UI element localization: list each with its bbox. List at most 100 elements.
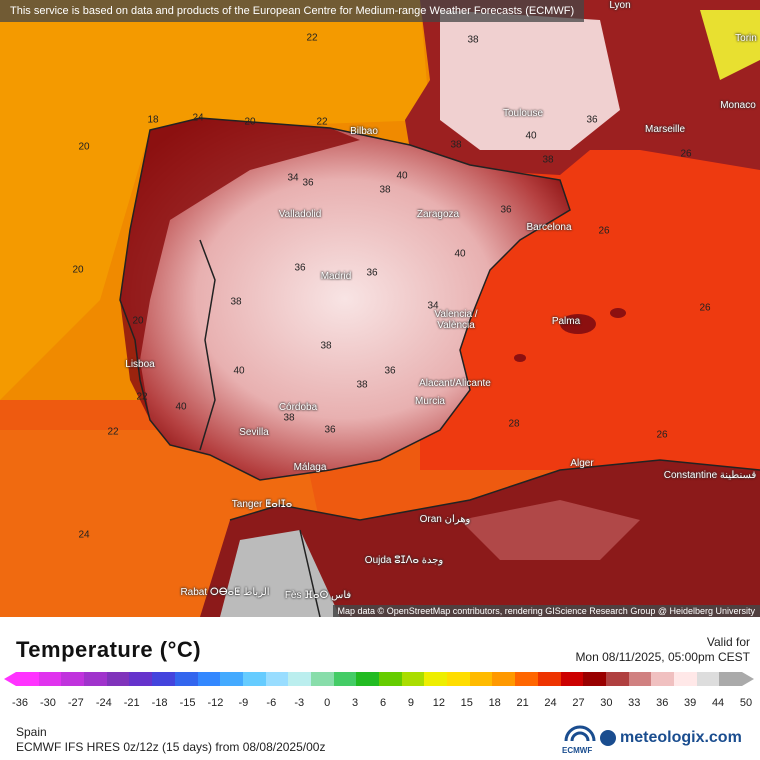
legend-panel: Temperature (°C) Valid for Mon 08/11/202… [0, 617, 760, 760]
colorbar-segment [333, 672, 357, 686]
temp-label: 38 [379, 184, 391, 196]
colorbar-min-arrow-icon [4, 672, 16, 686]
colorbar-tick-label: 27 [572, 697, 585, 709]
colorbar-tick-label: -6 [266, 697, 277, 709]
map-attribution[interactable]: Map data © OpenStreetMap contributors, r… [332, 605, 760, 617]
colorbar-tick-label: 12 [432, 697, 445, 709]
temp-label: 22 [136, 391, 148, 403]
ecmwf-logo-text: ECMWF [562, 746, 593, 755]
temp-label: 38 [230, 296, 242, 308]
temperature-field [0, 0, 760, 617]
colorbar-tick-label: 6 [379, 697, 387, 709]
temp-label: 36 [586, 114, 598, 126]
colorbar-segment [379, 672, 402, 686]
temp-label: 34 [287, 172, 299, 184]
colorbar-tick-label: -36 [12, 697, 28, 709]
temp-label: 38 [356, 379, 368, 391]
city-label: Alacant/Alicante [419, 378, 491, 389]
city-label: Marseille [644, 124, 686, 135]
temp-label: 40 [454, 248, 466, 260]
temp-label: 36 [302, 177, 314, 189]
colorbar-segment [515, 672, 538, 686]
colorbar-tick-label: 30 [600, 697, 613, 709]
colorbar-tick-label: -21 [123, 697, 140, 709]
city-label: Madrid [320, 271, 352, 282]
temp-label: 18 [147, 114, 159, 126]
colorbar-segment [401, 672, 425, 686]
colorbar-tick-label: -24 [95, 697, 112, 709]
colorbar-segment [288, 672, 311, 686]
colorbar-segment [265, 672, 289, 686]
temp-label: 38 [450, 139, 462, 151]
city-label: Murcia [414, 396, 446, 407]
city-label: Valencia / València [434, 309, 478, 331]
temp-label: 36 [324, 424, 336, 436]
temp-label: 40 [233, 365, 245, 377]
temp-label: 26 [598, 225, 610, 237]
colorbar-tick-label: 0 [324, 697, 331, 709]
colorbar-ticks: -36 -30 -27 -24 -21 -18 -15 -12 -9 -6 -3 0 3 6 9 12 15 18… [12, 697, 756, 711]
colorbar-tick-label: 50 [739, 697, 753, 709]
city-label: Córdoba [278, 402, 318, 413]
data-source-banner: This service is based on data and produc… [0, 0, 585, 22]
colorbar-segment [605, 672, 629, 686]
colorbar-tick-label: -27 [67, 697, 84, 709]
colorbar [16, 672, 742, 686]
colorbar-segment [129, 672, 153, 686]
city-label: Rabat ⵔⴱⴰⵟ الرباط [180, 587, 270, 598]
city-label: Alger [570, 458, 594, 469]
colorbar-tick-label: 36 [656, 697, 669, 709]
colorbar-tick-label: -12 [207, 697, 224, 709]
colorbar-segment [469, 672, 493, 686]
temp-label: 20 [78, 141, 90, 153]
valid-time[interactable]: Mon 08/11/2025, 05:00pm CEST [575, 650, 750, 664]
city-label: Málaga [293, 462, 327, 473]
temp-label: 20 [132, 315, 144, 327]
colorbar-segment [174, 672, 198, 686]
city-label: Valladolid [278, 209, 322, 220]
city-label: Constantine قسنطينة [663, 470, 757, 481]
temp-label: 22 [316, 116, 328, 128]
colorbar-segment [106, 672, 130, 686]
temp-label: 36 [500, 204, 512, 216]
colorbar-segment [152, 672, 175, 686]
meteologix-logo[interactable]: meteologix.com [600, 729, 742, 747]
model-info[interactable]: ECMWF IFS HRES 0z/12z (15 days) from 08/… [16, 740, 326, 754]
city-label: Oran وهران [419, 514, 471, 525]
city-label: Tanger ⵟⴰⵏⵊⴰ [231, 499, 293, 510]
city-label: Zaragoza [416, 209, 460, 220]
temp-label: 38 [320, 340, 332, 352]
temp-label: 26 [699, 302, 711, 314]
temp-label: 22 [107, 426, 119, 438]
temp-label: 20 [72, 264, 84, 276]
colorbar-tick-label: -15 [179, 697, 196, 709]
temp-label: 40 [525, 130, 537, 142]
temp-label: 24 [192, 112, 204, 124]
colorbar-segment [673, 672, 697, 686]
colorbar-tick-label: -3 [294, 697, 305, 709]
colorbar-tick-label: -9 [238, 697, 249, 709]
city-label: Oujda ⵓⵊⴷⴰ وجدة [364, 555, 444, 566]
temp-label: 36 [384, 365, 396, 377]
colorbar-segment [61, 672, 85, 686]
city-label: Palma [551, 316, 581, 327]
colorbar-segment [447, 672, 470, 686]
temp-label: 28 [508, 418, 520, 430]
temp-label: 24 [78, 529, 90, 541]
colorbar-tick-label: -30 [39, 697, 56, 709]
colorbar-tick-label: -18 [151, 697, 168, 709]
weather-map[interactable]: This service is based on data and produc… [0, 0, 760, 617]
colorbar-segment [719, 672, 742, 686]
ecmwf-logo-icon[interactable] [562, 725, 598, 757]
colorbar-tick-label: 18 [488, 697, 501, 709]
temp-label: 34 [427, 300, 439, 312]
colorbar-segment [197, 672, 221, 686]
colorbar-segment [38, 672, 62, 686]
temp-label: 26 [680, 148, 692, 160]
colorbar-tick-label: 9 [407, 697, 414, 709]
region-label[interactable]: Spain [16, 725, 47, 739]
meteologix-icon [600, 730, 616, 746]
colorbar-segment [220, 672, 243, 686]
city-label: Lyon [609, 0, 631, 11]
temp-label: 26 [656, 429, 668, 441]
